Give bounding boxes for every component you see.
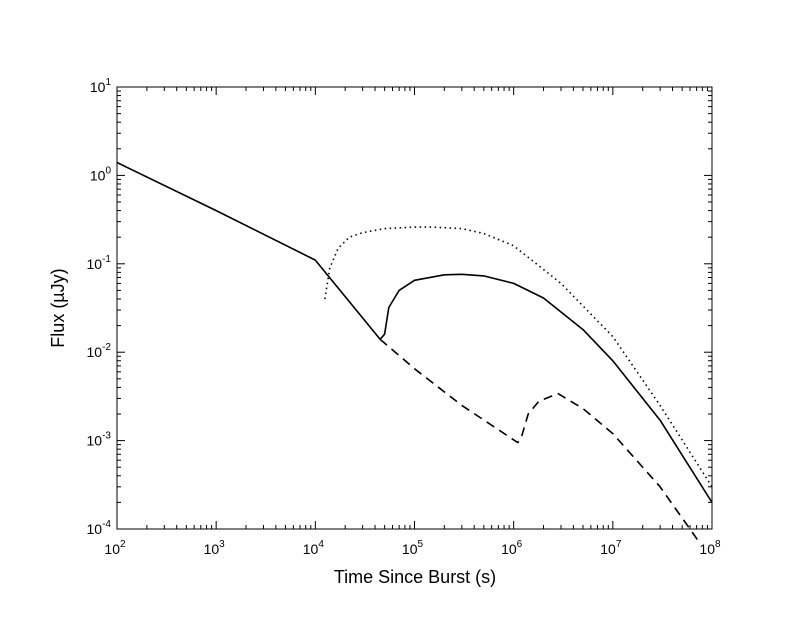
y-tick-label: 10-3 [87,431,112,449]
y-tick-label: 10-4 [87,519,112,537]
x-tick-label: 103 [204,539,226,557]
y-tick-label: 10-1 [87,254,112,272]
data-lines [116,161,713,544]
y-tick-label: 10-2 [87,342,112,360]
x-tick-label: 105 [402,539,424,557]
axis-ticks [116,87,712,530]
y-tick-label: 100 [90,165,112,183]
series-solid-line [116,161,713,503]
plot-frame [116,86,713,530]
x-tick-label: 102 [104,539,126,557]
axis-tick-labels: 102 103 104 105 106 107 108 10-4 10-3 10-2 10-1 100… [87,77,721,557]
x-tick-label: 106 [501,539,523,557]
x-tick-label: 104 [303,539,325,557]
x-tick-label: 108 [699,539,721,557]
y-axis-label: Flux (µJy) [48,268,68,347]
series-dotted-line [324,226,713,488]
x-tick-label: 107 [600,539,622,557]
y-tick-label: 101 [90,77,112,95]
series-dashed-line [379,338,701,544]
x-axis-label: Time Since Burst (s) [334,567,496,587]
